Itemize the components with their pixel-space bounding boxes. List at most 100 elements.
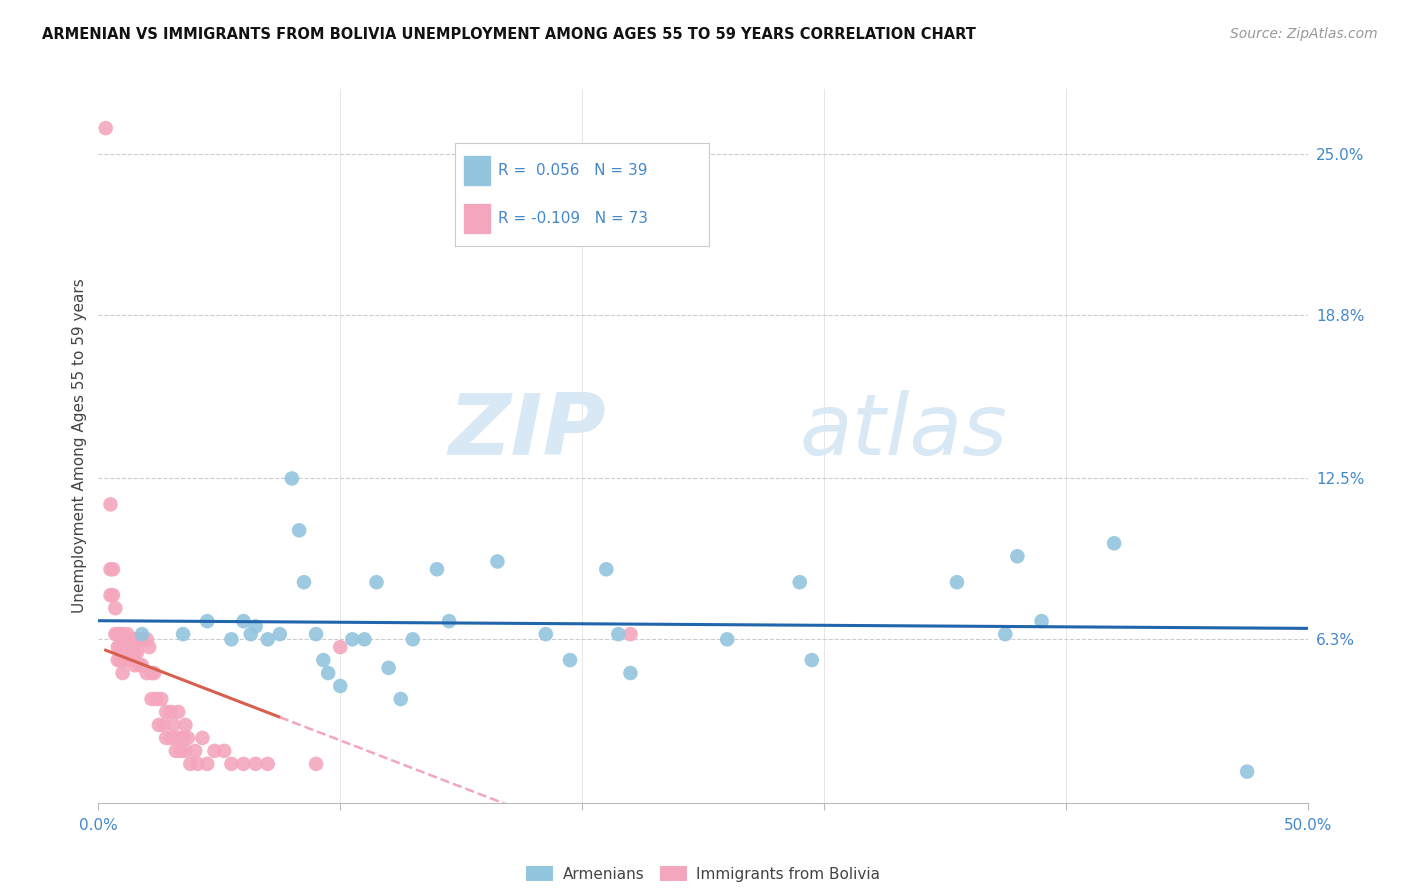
Point (148, 718, 170, 732)
Point (177, 731, 200, 745)
Point (789, 575, 811, 590)
Point (179, 756, 201, 771)
Point (111, 666, 134, 681)
Point (108, 640, 131, 654)
Point (221, 756, 243, 771)
Point (117, 653, 139, 667)
Point (172, 731, 194, 745)
Point (239, 627, 262, 641)
Point (101, 588, 124, 602)
Point (172, 627, 194, 641)
Point (607, 627, 630, 641)
Point (104, 601, 127, 615)
Point (117, 627, 139, 641)
Point (305, 756, 328, 771)
Point (131, 632, 153, 647)
Point (124, 658, 146, 673)
Point (104, 627, 127, 641)
Point (127, 632, 149, 647)
Point (312, 653, 335, 667)
Point (221, 632, 243, 647)
Point (174, 718, 197, 732)
Point (174, 744, 197, 758)
Point (160, 731, 183, 745)
Point (595, 562, 617, 576)
Point (101, 562, 124, 576)
Point (167, 731, 190, 745)
Point (111, 653, 134, 667)
Point (366, 575, 388, 590)
Point (127, 645, 149, 659)
Point (232, 614, 254, 628)
Point (118, 645, 141, 659)
Point (135, 632, 157, 647)
Point (329, 679, 352, 693)
Point (124, 645, 146, 659)
Point (342, 632, 364, 647)
Point (1031, 614, 1053, 628)
Text: Source: ZipAtlas.com: Source: ZipAtlas.com (1230, 27, 1378, 41)
Point (426, 562, 449, 576)
Point (329, 640, 352, 654)
Point (145, 692, 167, 706)
Point (256, 632, 278, 647)
Text: R = -0.109   N = 73: R = -0.109 N = 73 (498, 211, 648, 227)
Point (377, 661, 399, 675)
Point (107, 627, 129, 641)
Point (204, 744, 226, 758)
Point (232, 756, 254, 771)
Point (111, 640, 134, 654)
Point (305, 627, 328, 641)
Point (486, 554, 509, 568)
Point (191, 731, 214, 745)
Point (1102, 536, 1125, 550)
Point (128, 658, 150, 673)
Y-axis label: Unemployment Among Ages 55 to 59 years: Unemployment Among Ages 55 to 59 years (72, 278, 87, 614)
Point (152, 718, 174, 732)
Point (619, 666, 641, 681)
Point (353, 632, 375, 647)
FancyBboxPatch shape (463, 155, 491, 186)
Point (316, 666, 339, 681)
Point (195, 756, 218, 771)
Point (292, 575, 315, 590)
Text: ARMENIAN VS IMMIGRANTS FROM BOLIVIA UNEMPLOYMENT AMONG AGES 55 TO 59 YEARS CORRE: ARMENIAN VS IMMIGRANTS FROM BOLIVIA UNEM… (42, 27, 976, 42)
Text: 50.0%: 50.0% (1284, 819, 1331, 833)
Point (716, 632, 738, 647)
Point (281, 471, 304, 485)
Point (402, 632, 425, 647)
Point (212, 744, 235, 758)
Point (107, 640, 129, 654)
Point (195, 614, 218, 628)
Point (138, 640, 160, 654)
Legend: Armenians, Immigrants from Bolivia: Armenians, Immigrants from Bolivia (520, 860, 886, 888)
Point (946, 575, 969, 590)
Point (800, 653, 823, 667)
Point (558, 653, 581, 667)
Point (111, 627, 134, 641)
Point (114, 640, 136, 654)
Point (269, 627, 291, 641)
Point (100, 588, 122, 602)
Point (162, 718, 184, 732)
Point (117, 640, 139, 654)
Text: atlas: atlas (800, 390, 1008, 474)
Point (131, 627, 153, 641)
Point (187, 756, 209, 771)
Point (167, 705, 190, 719)
Point (155, 731, 177, 745)
Point (121, 632, 143, 647)
Point (131, 658, 153, 673)
Point (121, 645, 143, 659)
Point (100, 497, 122, 511)
Point (994, 627, 1017, 641)
Point (155, 705, 177, 719)
Point (165, 744, 187, 758)
Point (1007, 549, 1029, 564)
Point (184, 744, 207, 758)
Point (245, 619, 267, 633)
Point (100, 562, 122, 576)
Point (108, 627, 131, 641)
Point (256, 756, 278, 771)
Point (437, 614, 460, 628)
